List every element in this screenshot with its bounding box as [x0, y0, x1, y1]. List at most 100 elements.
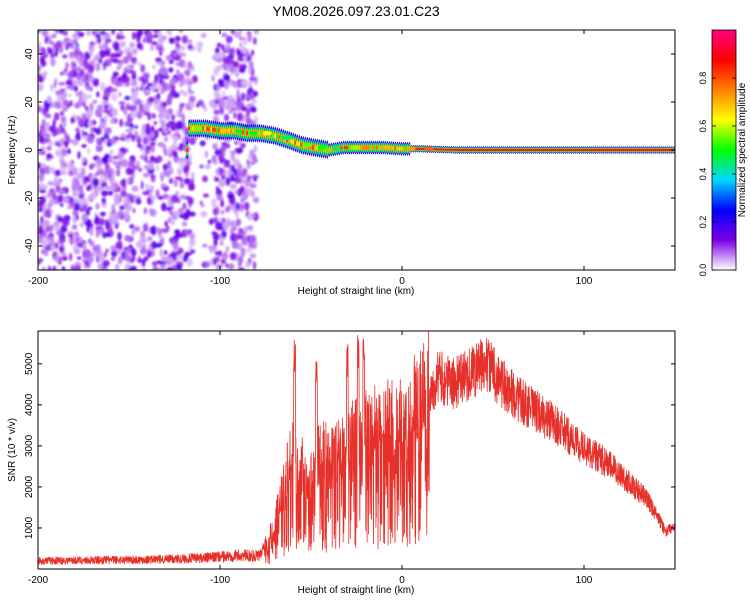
heatmap-noise-cell	[144, 154, 148, 163]
heatmap-noise-cell	[221, 230, 227, 238]
heatmap-noise-cell	[131, 134, 135, 142]
spectrogram-x-label: Height of straight line (km)	[298, 286, 415, 297]
heatmap-noise-cell	[98, 253, 106, 263]
heatmap-ridge-cell	[236, 129, 239, 134]
heatmap-noise-cell	[136, 42, 143, 50]
heatmap-ridge-cell	[290, 139, 293, 144]
heatmap-noise-cell	[251, 190, 255, 198]
heatmap-noise-cell	[73, 248, 81, 255]
heatmap-noise-cell	[123, 107, 128, 116]
heatmap-noise-cell	[89, 240, 95, 247]
heatmap-noise-cell	[87, 135, 94, 144]
heatmap-ridge-cell	[486, 148, 489, 152]
heatmap-noise-cell	[181, 221, 188, 227]
heatmap-ridge-cell	[632, 148, 635, 152]
heatmap-noise-cell	[166, 206, 171, 212]
heatmap-noise-cell	[167, 217, 172, 223]
heatmap-noise-cell	[247, 243, 255, 249]
heatmap-noise-cell	[221, 141, 228, 147]
heatmap-noise-cell	[136, 38, 141, 43]
heatmap-noise-cell	[173, 242, 179, 250]
heatmap-noise-cell	[71, 183, 76, 192]
heatmap-ridge-cell	[444, 148, 447, 151]
heatmap-noise-cell	[38, 105, 42, 113]
heatmap-noise-cell	[46, 95, 52, 104]
heatmap-noise-cell	[86, 256, 95, 264]
heatmap-noise-cell	[116, 33, 120, 40]
heatmap-noise-cell	[229, 221, 237, 229]
heatmap-noise-cell	[222, 91, 226, 96]
heatmap-noise-cell	[228, 81, 233, 87]
heatmap-noise-cell	[212, 207, 218, 216]
heatmap-ridge-cell	[202, 126, 205, 131]
heatmap-noise-cell	[104, 59, 110, 66]
heatmap-noise-cell	[74, 85, 78, 93]
heatmap-ridge-cell	[668, 148, 671, 152]
heatmap-noise-cell	[134, 226, 140, 232]
heatmap-noise-cell	[213, 216, 218, 224]
heatmap-noise-cell	[231, 240, 239, 249]
spectrogram-x-tick-label: 0	[399, 276, 405, 287]
heatmap-noise-cell	[53, 175, 58, 183]
heatmap-ridge-cell	[242, 130, 245, 135]
heatmap-noise-cell	[119, 205, 126, 211]
heatmap-noise-cell	[64, 143, 68, 148]
heatmap-ridge-cell	[606, 148, 609, 152]
spectrogram-y-tick-label: -40	[24, 238, 35, 253]
heatmap-ridge-cell	[186, 147, 189, 153]
heatmap-noise-cell	[92, 99, 98, 104]
heatmap-ridge-cell	[596, 148, 599, 152]
heatmap-noise-cell	[128, 244, 133, 249]
heatmap-ridge-cell	[378, 145, 381, 150]
heatmap-ridge-cell	[398, 146, 401, 151]
heatmap-noise-cell	[95, 128, 102, 135]
heatmap-ridge-cell	[214, 127, 217, 133]
heatmap-noise-cell	[249, 183, 257, 189]
heatmap-noise-cell	[41, 237, 50, 247]
colorbar-frame	[711, 29, 737, 271]
heatmap-ridge-cell	[472, 148, 475, 152]
heatmap-ridge-cell	[374, 145, 377, 150]
heatmap-noise-cell	[155, 57, 162, 63]
heatmap-noise-cell	[149, 141, 156, 147]
heatmap-noise-cell	[115, 241, 123, 250]
heatmap-noise-cell	[125, 248, 132, 254]
heatmap-noise-cell	[142, 172, 150, 178]
heatmap-noise-cell	[81, 213, 88, 223]
heatmap-noise-cell	[239, 42, 243, 48]
heatmap-noise-cell	[77, 151, 81, 160]
heatmap-noise-cell	[163, 68, 168, 77]
heatmap-noise-cell	[122, 56, 130, 64]
heatmap-noise-cell	[48, 125, 56, 133]
heatmap-noise-cell	[140, 180, 144, 190]
heatmap-noise-cell	[101, 100, 109, 106]
heatmap-noise-cell	[119, 213, 125, 220]
heatmap-noise-cell	[54, 47, 59, 58]
heatmap-noise-cell	[143, 207, 147, 215]
heatmap-noise-cell	[179, 44, 186, 52]
heatmap-noise-cell	[179, 194, 186, 200]
heatmap-noise-cell	[62, 255, 68, 261]
heatmap-noise-cell	[99, 49, 106, 59]
heatmap-noise-cell	[139, 230, 145, 236]
heatmap-noise-cell	[78, 191, 84, 196]
heatmap-noise-cell	[93, 55, 99, 61]
heatmap-ridge-cell	[554, 148, 557, 152]
heatmap-ridge-cell	[584, 148, 587, 152]
heatmap-noise-cell	[188, 95, 196, 103]
heatmap-noise-cell	[234, 140, 238, 145]
heatmap-noise-cell	[102, 66, 107, 71]
heatmap-noise-cell	[171, 214, 178, 221]
heatmap-noise-cell	[247, 212, 253, 221]
heatmap-noise-cell	[237, 55, 244, 62]
heatmap-noise-cell	[59, 225, 68, 233]
heatmap-noise-cell	[148, 161, 154, 170]
heatmap-noise-cell	[182, 165, 189, 174]
heatmap-noise-cell	[163, 250, 168, 255]
heatmap-noise-cell	[160, 89, 164, 95]
heatmap-ridge-cell	[380, 145, 383, 150]
heatmap-noise-cell	[117, 232, 122, 241]
heatmap-noise-cell	[151, 241, 157, 250]
heatmap-ridge-cell	[234, 128, 237, 134]
heatmap-noise-cell	[252, 37, 257, 45]
